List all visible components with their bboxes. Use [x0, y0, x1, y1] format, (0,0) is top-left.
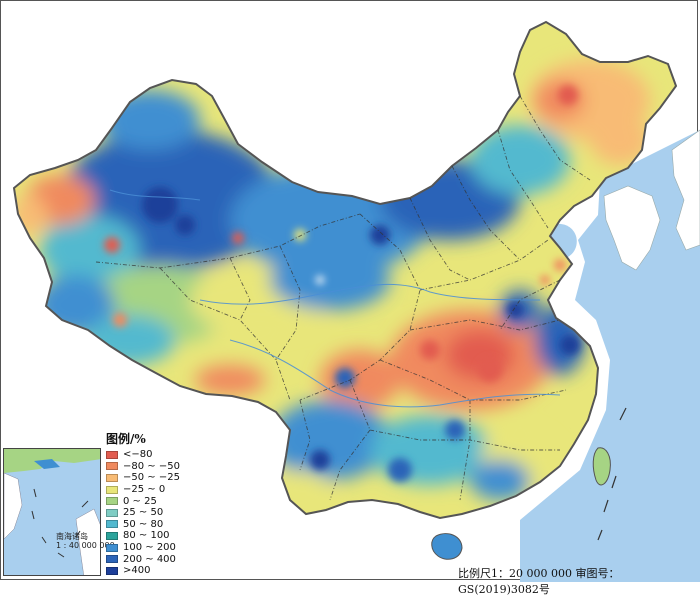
inset-name: 南海诸岛 — [56, 532, 88, 541]
rivers — [109, 189, 561, 408]
legend-swatch — [106, 462, 118, 471]
legend-label: >400 — [123, 565, 151, 577]
taiwan — [592, 447, 611, 486]
legend-label: 100 ~ 200 — [123, 542, 176, 554]
legend-swatch — [106, 485, 118, 494]
legend-item: <−80 — [106, 449, 202, 461]
legend-label: −80 ~ −50 — [123, 460, 180, 472]
legend-item: 25 ~ 50 — [106, 507, 202, 519]
legend-item: 0 ~ 25 — [106, 495, 202, 507]
legend-item: −25 ~ 0 — [106, 484, 202, 496]
legend-label: <−80 — [123, 449, 153, 461]
legend-swatch — [106, 508, 118, 517]
legend-label: 80 ~ 100 — [123, 530, 170, 542]
legend-item: 200 ~ 400 — [106, 553, 202, 565]
east-sea-area — [520, 130, 700, 582]
legend-item: >400 — [106, 565, 202, 577]
legend-item: 80 ~ 100 — [106, 530, 202, 542]
china-outline — [12, 20, 678, 520]
province-boundaries — [95, 95, 591, 501]
legend-item: 100 ~ 200 — [106, 542, 202, 554]
legend-item: 50 ~ 80 — [106, 519, 202, 531]
inset-caption: 南海诸岛 1 : 40 000 000 — [56, 532, 115, 550]
legend-label: −25 ~ 0 — [123, 484, 166, 496]
legend-swatch — [106, 531, 118, 540]
legend-label: 200 ~ 400 — [123, 553, 176, 565]
legend-swatch — [106, 555, 118, 564]
scale-and-approval-note: 比例尺1：20 000 000 审图号：GS(2019)3082号 — [458, 567, 620, 596]
korea-peninsula — [603, 185, 661, 271]
legend-label: −50 ~ −25 — [123, 472, 180, 484]
legend-item: −50 ~ −25 — [106, 472, 202, 484]
south-china-sea-inset — [3, 448, 101, 576]
japan-fragment — [671, 129, 700, 251]
legend-swatch — [106, 473, 118, 482]
hainan — [431, 533, 463, 560]
legend-label: 25 ~ 50 — [123, 507, 164, 519]
legend-swatch — [106, 566, 118, 575]
legend-title: 图例/% — [106, 432, 146, 446]
sea-boundary-dashes — [597, 407, 627, 541]
inset-map — [4, 449, 100, 575]
legend-label: 50 ~ 80 — [123, 518, 164, 530]
inset-scale: 1 : 40 000 000 — [56, 541, 115, 550]
legend-swatch — [106, 450, 118, 459]
legend-label: 0 ~ 25 — [123, 495, 157, 507]
legend-swatch — [106, 520, 118, 529]
legend-swatch — [106, 497, 118, 506]
legend-swatch — [106, 543, 118, 552]
map-canvas — [12, 20, 700, 582]
legend-item: −80 ~ −50 — [106, 461, 202, 473]
